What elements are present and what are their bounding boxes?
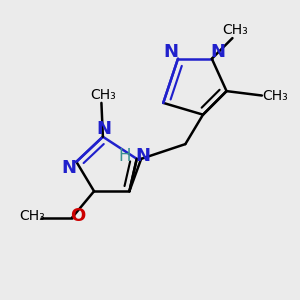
Text: CH₃: CH₃	[262, 88, 288, 103]
Text: CH₃: CH₃	[19, 209, 45, 223]
Text: CH₃: CH₃	[223, 23, 248, 37]
Text: N: N	[135, 147, 150, 165]
Text: N: N	[97, 120, 112, 138]
Text: N: N	[211, 43, 226, 61]
Text: CH₃: CH₃	[90, 88, 116, 102]
Text: H: H	[119, 147, 131, 165]
Text: N: N	[163, 43, 178, 61]
Text: O: O	[70, 207, 85, 225]
Text: N: N	[61, 159, 76, 177]
